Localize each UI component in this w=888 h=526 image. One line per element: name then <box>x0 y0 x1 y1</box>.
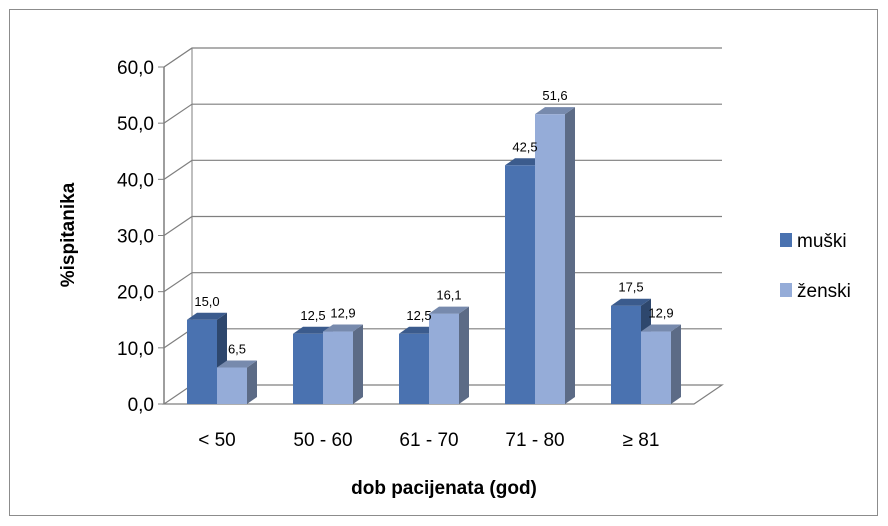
x-axis-title: dob pacijenata (god) <box>351 478 537 499</box>
data-label: 12,9 <box>330 306 355 321</box>
bar <box>217 360 257 404</box>
legend-label: ženski <box>797 281 851 302</box>
x-tick-label: 50 - 60 <box>293 430 352 451</box>
y-axis-title: %ispitanika <box>58 182 79 287</box>
bar <box>187 312 227 404</box>
gridline <box>163 215 722 236</box>
y-axis-ticks: 0,0 10,0 20,0 30,0 40,0 50,0 60,0 <box>117 58 164 416</box>
bar <box>641 324 681 404</box>
gridline <box>163 47 722 68</box>
gridline <box>163 159 722 180</box>
y-tick-label: 40,0 <box>117 170 154 191</box>
x-tick-label: < 50 <box>198 430 236 451</box>
chart-frame <box>9 9 878 516</box>
x-tick-label: 71 - 80 <box>505 430 564 451</box>
legend-swatch <box>780 233 792 247</box>
data-label: 51,6 <box>542 88 567 103</box>
data-label: 42,5 <box>512 139 537 154</box>
y-tick-label: 20,0 <box>117 283 154 304</box>
bar <box>535 107 575 405</box>
legend-swatch <box>780 283 792 297</box>
data-labels: 15,0 6,5 12,5 12,9 12,5 16,1 42,5 51,6 17,5 12,9 <box>194 88 673 356</box>
data-label: 12,5 <box>300 308 325 323</box>
bars <box>187 107 681 405</box>
data-label: 6,5 <box>228 341 246 356</box>
y-tick-label: 10,0 <box>117 339 154 360</box>
legend-label: muški <box>797 231 847 252</box>
legend: muški ženski <box>780 231 851 302</box>
y-tick-label: 0,0 <box>128 395 154 416</box>
x-axis-categories: < 50 50 - 60 61 - 70 71 - 80 ≥ 81 <box>198 430 659 451</box>
x-tick-label: 61 - 70 <box>399 430 458 451</box>
y-tick-label: 50,0 <box>117 114 154 135</box>
y-tick-label: 60,0 <box>117 58 154 79</box>
x-tick-label: ≥ 81 <box>623 430 660 451</box>
gridline <box>163 103 722 124</box>
data-label: 17,5 <box>618 280 643 295</box>
bar <box>323 324 363 404</box>
data-label: 12,5 <box>406 308 431 323</box>
data-label: 12,9 <box>648 306 673 321</box>
bar <box>429 306 469 404</box>
y-tick-label: 30,0 <box>117 227 154 248</box>
data-label: 16,1 <box>436 288 461 303</box>
data-label: 15,0 <box>194 294 219 309</box>
